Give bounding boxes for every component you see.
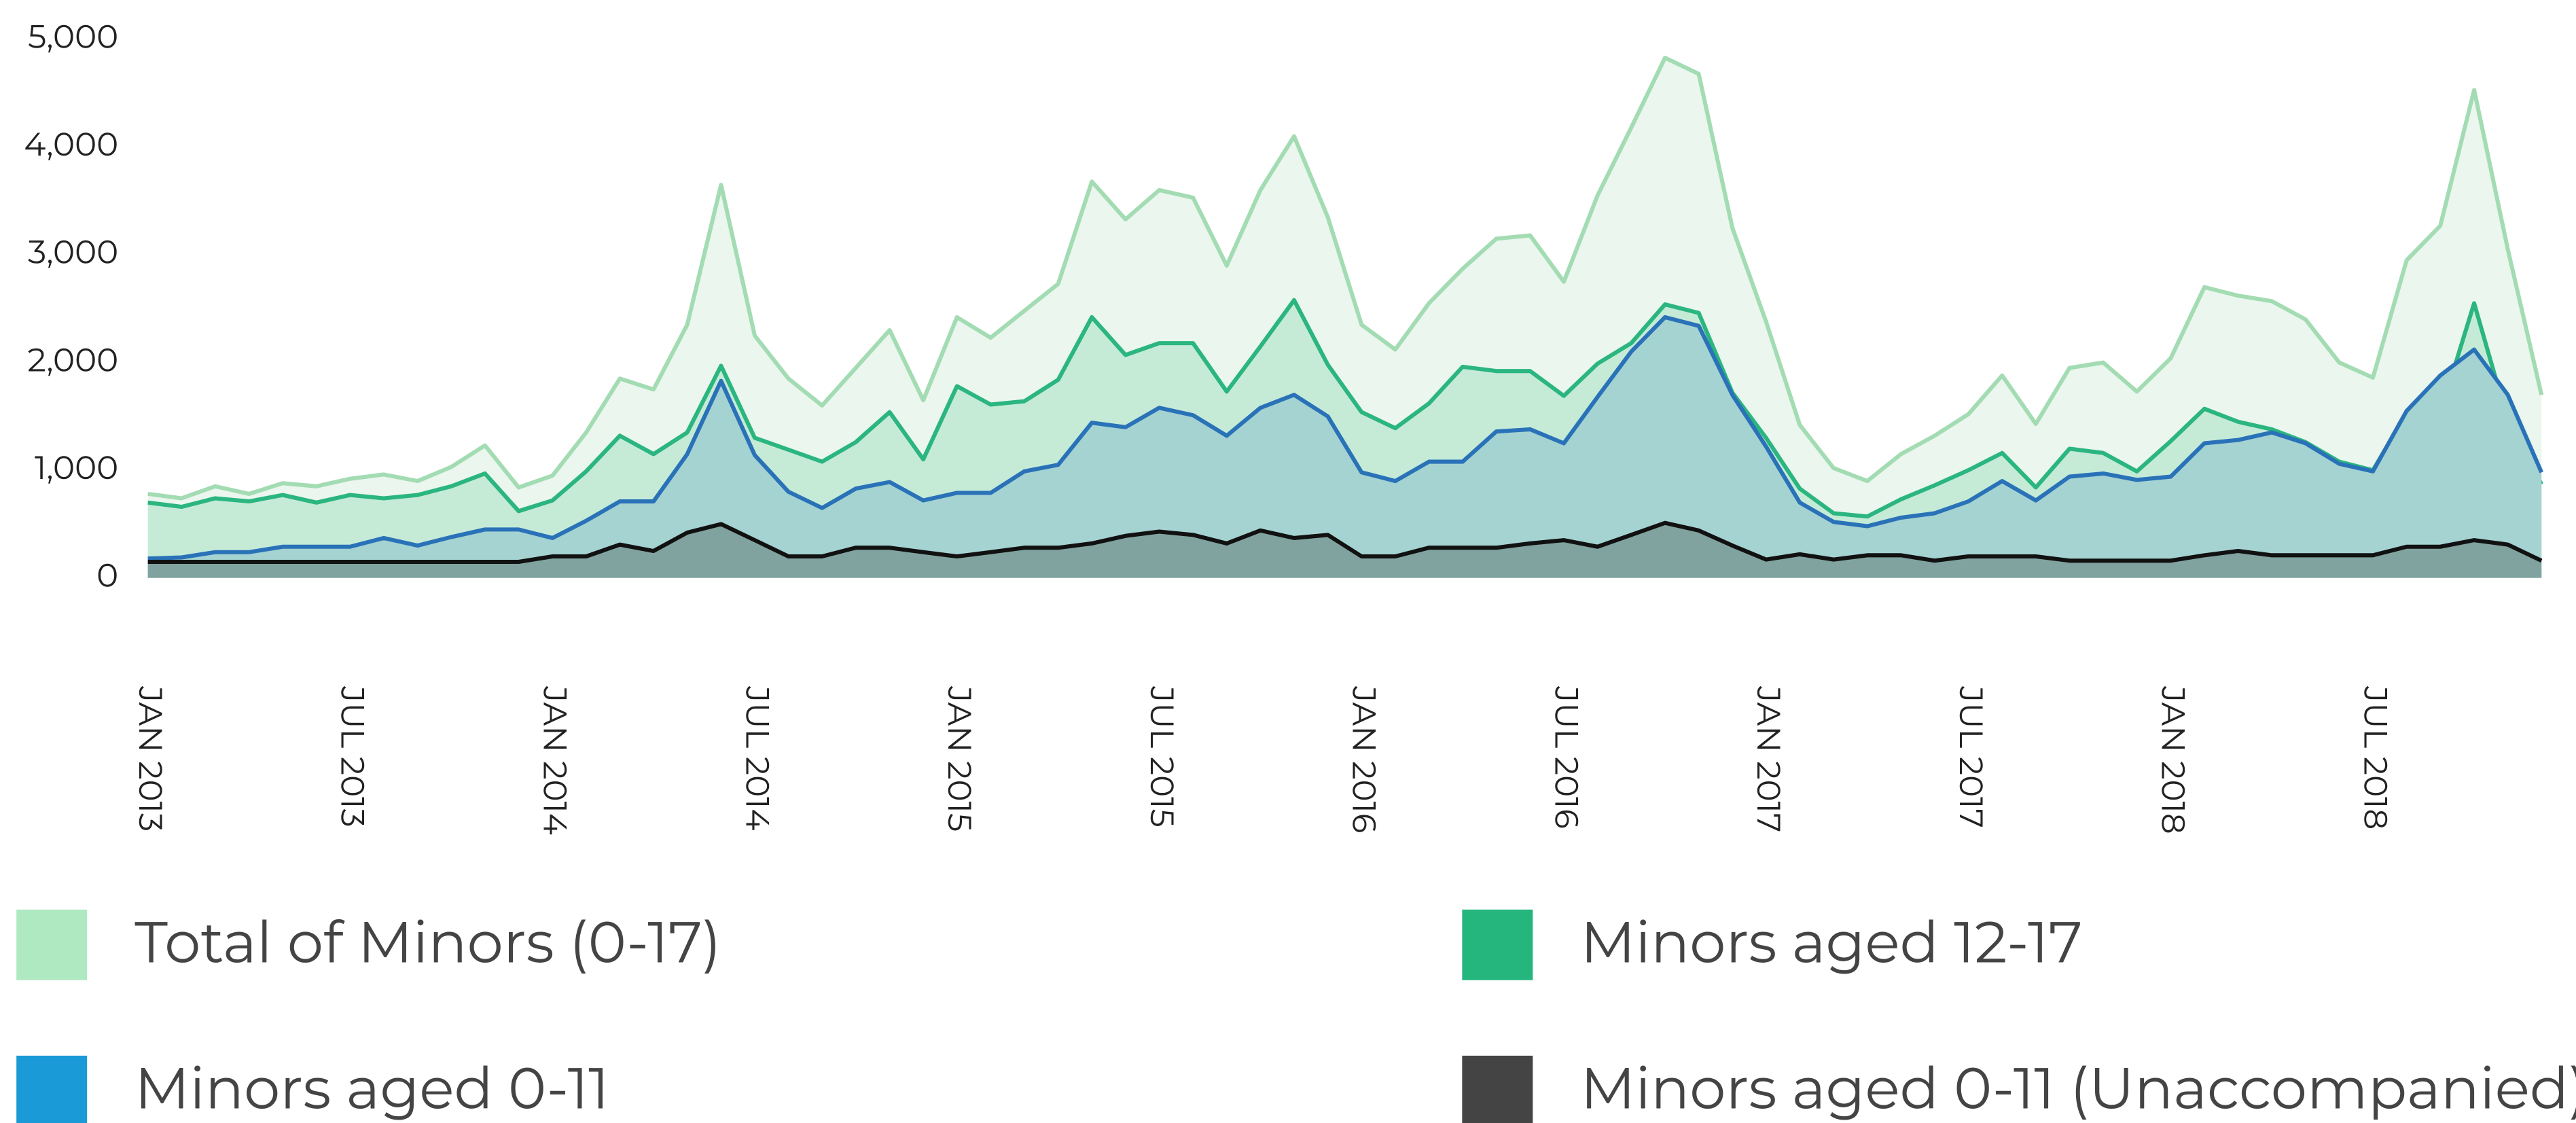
y-tick-label: 1,000 [35,448,118,488]
x-tick-label: JUL 2015 [1142,685,1182,827]
y-tick-label: 5,000 [28,17,118,57]
legend-label: Total of Minors (0-17) [135,908,721,978]
x-tick-label: JAN 2016 [1344,685,1384,833]
y-tick-label: 4,000 [24,124,118,164]
legend-swatch [16,1055,88,1123]
x-tick-label: JUL 2018 [2355,685,2395,830]
x-tick-label: JAN 2013 [130,685,171,832]
y-tick-label: 2,000 [27,340,118,380]
line [147,520,2543,565]
line [147,315,2543,561]
x-tick-label: JAN 2018 [2153,685,2194,834]
legend: Total of Minors (0-17) Minors aged 12-17 M… [16,908,2576,1123]
legend-label: Minors aged 0-11 (Unaccompanied) [1580,1054,2576,1123]
legend-swatch [1462,1055,1533,1123]
x-tick-label: JUL 2016 [1546,685,1586,829]
y-tick-label: 0 [96,555,118,595]
line [147,56,2544,501]
x-tick-label: JAN 2015 [940,685,980,832]
legend-swatch [1462,909,1533,980]
line [147,298,2543,519]
legend-swatch [16,909,88,980]
x-tick-label: JUL 2013 [333,685,373,827]
legend-label: Minors aged 12-17 [1580,908,2082,978]
x-tick-label: JAN 2017 [1749,685,1789,832]
legend-label: Minors aged 0-11 [135,1054,609,1123]
x-tick-label: JAN 2014 [535,685,575,835]
x-tick-label: JUL 2014 [737,685,777,830]
y-tick-label: 3,000 [28,232,118,272]
x-tick-label: JUL 2017 [1951,685,1991,828]
